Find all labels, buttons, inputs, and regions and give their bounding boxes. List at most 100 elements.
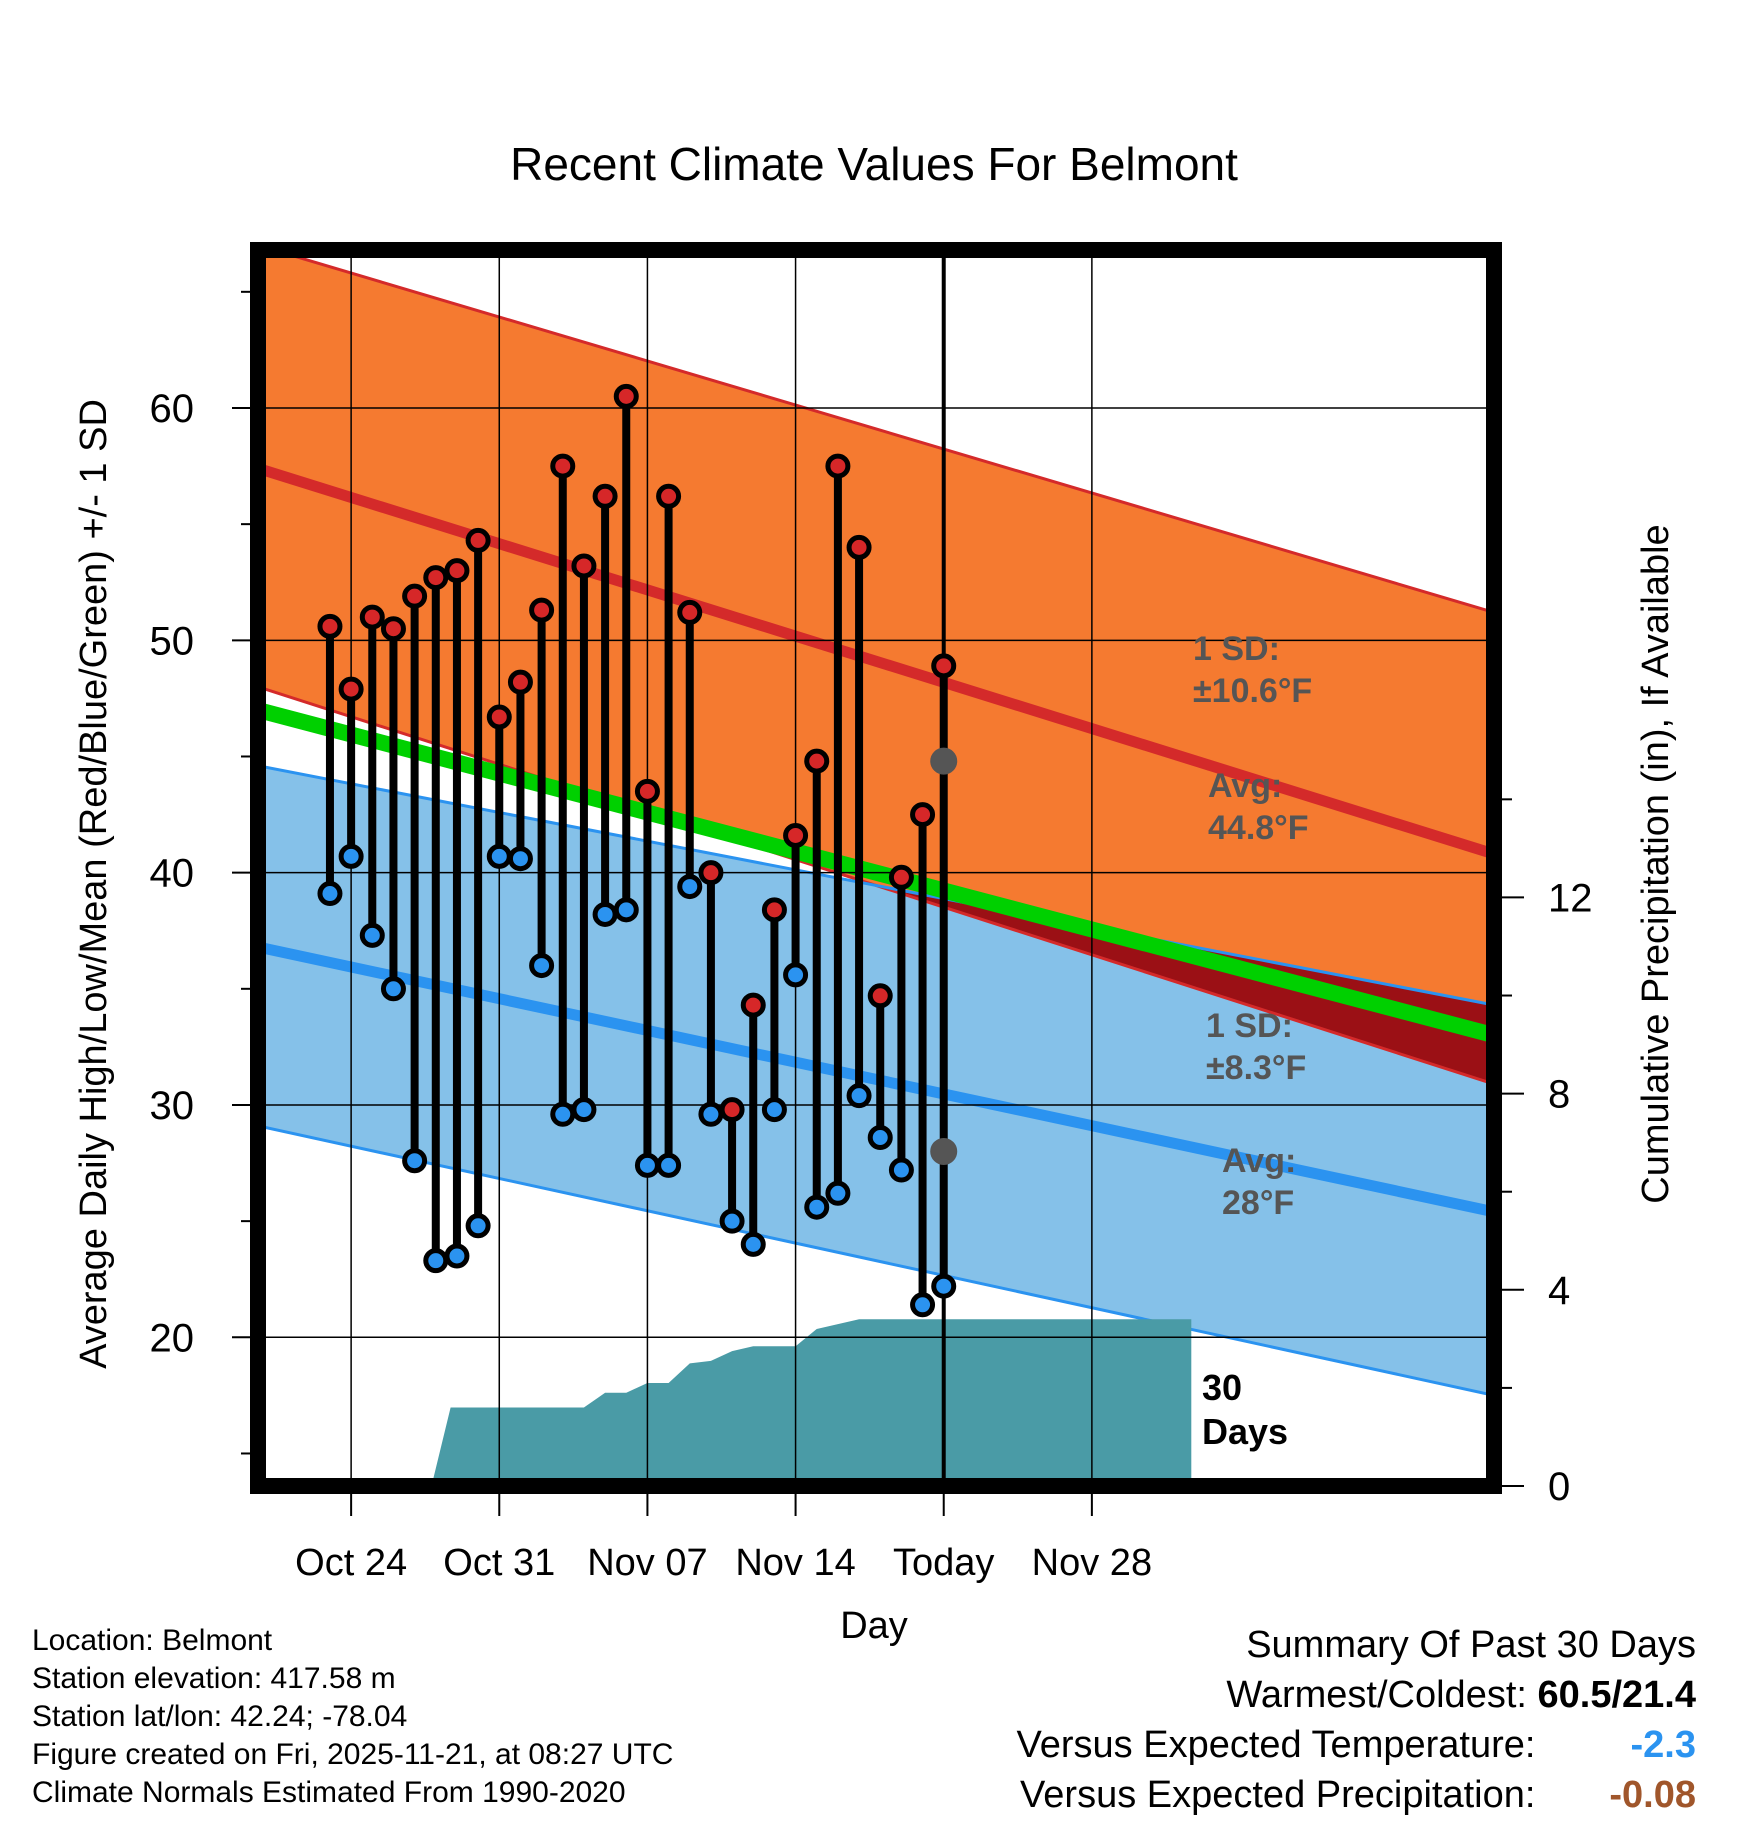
warmest-label: Warmest/Coldest: bbox=[1226, 1674, 1527, 1716]
y2-axis-label: Cumulative Precipitation (in), If Availa… bbox=[1635, 524, 1677, 1203]
daily-low-point bbox=[825, 1180, 851, 1206]
daily-low-point bbox=[529, 953, 555, 979]
today-high-avg-marker bbox=[930, 747, 958, 775]
daily-low-point bbox=[634, 1152, 660, 1178]
daily-low-point bbox=[486, 843, 512, 869]
daily-high-point bbox=[380, 616, 406, 642]
y2-tick-label: 8 bbox=[1548, 1073, 1570, 1117]
daily-high-point bbox=[867, 983, 893, 1009]
daily-high-point bbox=[529, 597, 555, 623]
x-tick-label: Nov 28 bbox=[1032, 1542, 1152, 1584]
summary-warmest-row: Warmest/Coldest: 60.5/21.4 bbox=[1017, 1670, 1696, 1720]
chart-title: Recent Climate Values For Belmont bbox=[510, 138, 1238, 190]
y2-tick-label: 0 bbox=[1548, 1465, 1570, 1509]
daily-low-point bbox=[423, 1248, 449, 1274]
daily-low-point bbox=[571, 1097, 597, 1123]
summary-title: Summary Of Past 30 Days bbox=[1246, 1624, 1696, 1666]
daily-low-point bbox=[402, 1148, 428, 1174]
high-sd-upper-line bbox=[268, 250, 1494, 614]
daily-high-point bbox=[317, 613, 343, 639]
daily-low-point bbox=[507, 846, 533, 872]
daily-high-point bbox=[359, 604, 385, 630]
x-tick-label: Oct 24 bbox=[295, 1542, 407, 1584]
daily-high-point bbox=[783, 822, 809, 848]
daily-low-point bbox=[931, 1273, 957, 1299]
y-tick-label: 60 bbox=[150, 387, 195, 431]
y2-tick-label: 12 bbox=[1548, 876, 1593, 920]
x-tick-label: Nov 14 bbox=[735, 1542, 855, 1584]
daily-low-point bbox=[359, 922, 385, 948]
daily-low-point bbox=[846, 1083, 872, 1109]
daily-low-point bbox=[338, 843, 364, 869]
location-text: Location: Belmont bbox=[32, 1624, 273, 1657]
y2-tick-label: 4 bbox=[1548, 1269, 1570, 1313]
daily-high-point bbox=[613, 383, 639, 409]
precip-label: Versus Expected Precipitation: bbox=[1020, 1774, 1536, 1816]
warmest-value: 60.5/21.4 bbox=[1537, 1674, 1696, 1716]
daily-low-point bbox=[761, 1097, 787, 1123]
temp-value: -2.3 bbox=[1630, 1724, 1696, 1766]
daily-low-point bbox=[317, 881, 343, 907]
latlon-text: Station lat/lon: 42.24; -78.04 bbox=[32, 1700, 408, 1733]
low-sd-annotation: 1 SD: ±8.3°F bbox=[1206, 1007, 1306, 1087]
daily-high-point bbox=[719, 1097, 745, 1123]
daily-high-point bbox=[825, 453, 851, 479]
daily-low-point bbox=[550, 1101, 576, 1127]
precipitation-area bbox=[431, 1319, 1192, 1486]
daily-high-point bbox=[486, 704, 512, 730]
x-tick-label: Today bbox=[893, 1542, 994, 1584]
daily-high-point bbox=[931, 653, 957, 679]
y-tick-label: 30 bbox=[150, 1084, 195, 1128]
daily-low-point bbox=[613, 897, 639, 923]
elevation-text: Station elevation: 417.58 m bbox=[32, 1662, 396, 1695]
daily-high-point bbox=[338, 676, 364, 702]
daily-low-point bbox=[804, 1194, 830, 1220]
daily-low-point bbox=[910, 1292, 936, 1318]
summary-temp-row: Versus Expected Temperature: -2.3 bbox=[1017, 1720, 1696, 1770]
daily-high-point bbox=[634, 778, 660, 804]
temp-label: Versus Expected Temperature: bbox=[1016, 1724, 1536, 1766]
daily-low-point bbox=[740, 1231, 766, 1257]
daily-low-point bbox=[592, 901, 618, 927]
daily-low-point bbox=[867, 1125, 893, 1151]
precip-value: -0.08 bbox=[1609, 1774, 1696, 1816]
daily-high-point bbox=[465, 527, 491, 553]
daily-high-point bbox=[910, 802, 936, 828]
daily-high-point bbox=[444, 558, 470, 584]
normals-text: Climate Normals Estimated From 1990-2020 bbox=[32, 1776, 626, 1809]
daily-high-point bbox=[804, 748, 830, 774]
low-sd-upper-line bbox=[258, 764, 1494, 1007]
x-axis-label: Day bbox=[840, 1605, 908, 1647]
high-avg-line bbox=[258, 463, 1494, 860]
x-tick-label: Oct 31 bbox=[443, 1542, 555, 1584]
daily-high-point bbox=[402, 583, 428, 609]
today-low-avg-marker bbox=[930, 1137, 958, 1165]
daily-high-point bbox=[507, 669, 533, 695]
daily-low-point bbox=[656, 1152, 682, 1178]
daily-high-point bbox=[550, 453, 576, 479]
daily-low-point bbox=[465, 1213, 491, 1239]
daily-high-point bbox=[698, 860, 724, 886]
daily-high-point bbox=[888, 864, 914, 890]
daily-low-point bbox=[783, 962, 809, 988]
daily-high-point bbox=[740, 992, 766, 1018]
y-tick-label: 50 bbox=[150, 619, 195, 663]
plot-frame bbox=[250, 242, 1502, 1494]
y-tick-label: 40 bbox=[150, 852, 195, 896]
created-text: Figure created on Fri, 2025-11-21, at 08… bbox=[32, 1738, 674, 1771]
summary-panel: Summary Of Past 30 Days Warmest/Coldest:… bbox=[1017, 1620, 1696, 1820]
daily-high-point bbox=[656, 483, 682, 509]
daily-high-point bbox=[846, 534, 872, 560]
daily-high-point bbox=[423, 565, 449, 591]
daily-low-point bbox=[719, 1208, 745, 1234]
y-axis-label: Average Daily High/Low/Mean (Red/Blue/Gr… bbox=[73, 399, 115, 1369]
daily-low-point bbox=[380, 976, 406, 1002]
station-info: Location: Belmont Station elevation: 417… bbox=[32, 1622, 673, 1812]
daily-low-point bbox=[698, 1101, 724, 1127]
daily-low-point bbox=[444, 1243, 470, 1269]
daily-high-point bbox=[677, 599, 703, 625]
x-tick-label: Nov 07 bbox=[587, 1542, 707, 1584]
daily-high-point bbox=[761, 897, 787, 923]
daily-high-point bbox=[571, 553, 597, 579]
high-avg-annotation: Avg: 44.8°F bbox=[1208, 767, 1309, 847]
